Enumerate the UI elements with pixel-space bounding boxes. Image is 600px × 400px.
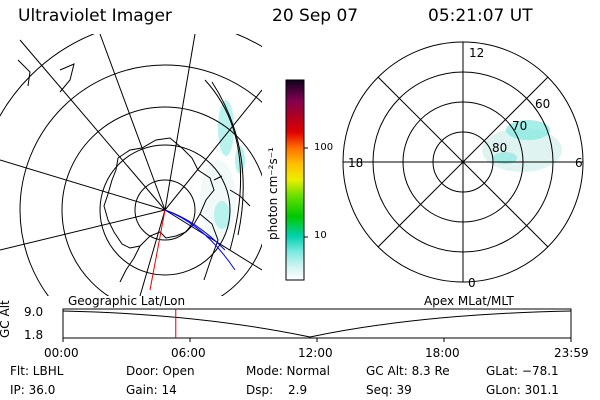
glon-info: GLon: 301.1 — [486, 383, 559, 397]
door-info: Door: Open — [126, 364, 195, 378]
nadir-marker — [149, 209, 166, 291]
time-tick-0000: 00:00 — [44, 346, 79, 360]
mlat-label-60: 60 — [535, 97, 551, 111]
altitude-axis-label: GC Alt — [0, 300, 12, 338]
mlat-label-70: 70 — [512, 119, 528, 133]
gc-alt-info: GC Alt: 8.3 Re — [366, 364, 450, 378]
polar-plot — [342, 41, 584, 283]
altitude-panel — [62, 308, 572, 342]
time-label: 05:21:07 UT — [428, 6, 533, 26]
colorbar — [285, 79, 305, 281]
time-tick-2359: 23:59 — [554, 346, 589, 360]
altitude-max-label: 9.0 — [24, 305, 44, 319]
seq-info: Seq: 39 — [366, 383, 412, 397]
mlt-label-12: 12 — [469, 46, 485, 60]
time-tick-1200: 12:00 — [298, 346, 333, 360]
antarctica-coastline — [103, 137, 215, 249]
time-tick-0600: 06:00 — [171, 346, 206, 360]
colorbar-tick-10: 10 — [314, 230, 327, 241]
mlt-label-6: 6 — [575, 156, 583, 170]
mode-info: Mode: Normal — [246, 364, 330, 378]
mlat-label-80: 80 — [492, 141, 508, 155]
geographic-caption: Geographic Lat/Lon — [68, 294, 186, 308]
colorbar-units-label: photon cm⁻²s⁻¹ — [266, 147, 280, 240]
dsp-info-value: 2.9 — [288, 383, 308, 397]
apex-caption: Apex MLat/MLT — [424, 294, 514, 308]
altitude-min-label: 1.8 — [24, 328, 44, 342]
gain-info: Gain: 14 — [126, 383, 177, 397]
geographic-map — [0, 34, 262, 296]
colorbar-tick-100: 100 — [314, 142, 334, 153]
mlt-label-18: 18 — [348, 156, 364, 170]
glat-info: GLat: −78.1 — [486, 364, 559, 378]
instrument-title: Ultraviolet Imager — [18, 6, 172, 26]
mlt-label-0: 0 — [468, 276, 476, 290]
filter-info: Flt: LBHL — [10, 364, 64, 378]
ip-info: IP: 36.0 — [10, 383, 56, 397]
time-tick-1800: 18:00 — [425, 346, 460, 360]
date-label: 20 Sep 07 — [272, 6, 359, 26]
dsp-info-label: Dsp: — [246, 383, 274, 397]
